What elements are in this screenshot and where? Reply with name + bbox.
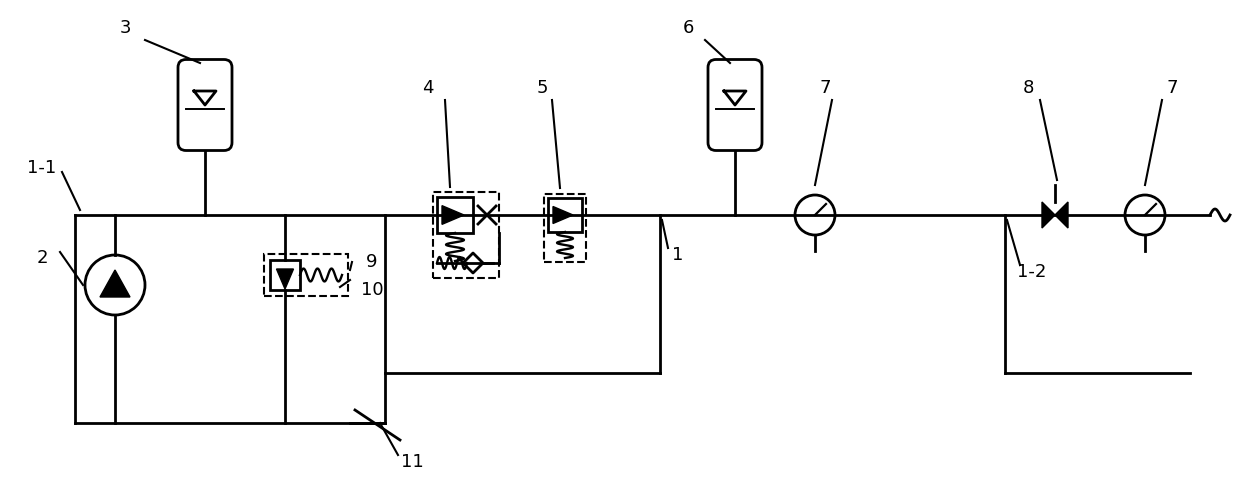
Polygon shape xyxy=(277,269,294,289)
Text: 1: 1 xyxy=(672,246,683,264)
Polygon shape xyxy=(1055,202,1068,228)
Bar xyxy=(264,254,348,296)
Polygon shape xyxy=(553,206,573,224)
Text: 8: 8 xyxy=(1022,79,1034,97)
Text: 11: 11 xyxy=(401,453,423,471)
Text: 2: 2 xyxy=(36,249,48,267)
Text: 7: 7 xyxy=(1167,79,1178,97)
Bar xyxy=(544,194,587,262)
Text: 9: 9 xyxy=(366,253,378,271)
Text: 7: 7 xyxy=(820,79,831,97)
Bar xyxy=(548,198,582,232)
Bar xyxy=(433,192,498,278)
Text: 1-2: 1-2 xyxy=(1017,263,1047,281)
Polygon shape xyxy=(100,270,130,297)
Text: 4: 4 xyxy=(423,79,434,97)
Bar xyxy=(270,260,300,290)
Polygon shape xyxy=(1042,202,1055,228)
Bar xyxy=(436,197,472,233)
Text: 1-1: 1-1 xyxy=(27,159,57,177)
Text: 5: 5 xyxy=(536,79,548,97)
Text: 10: 10 xyxy=(361,281,383,299)
Text: 6: 6 xyxy=(682,19,693,37)
Polygon shape xyxy=(441,206,464,225)
Text: 3: 3 xyxy=(119,19,130,37)
